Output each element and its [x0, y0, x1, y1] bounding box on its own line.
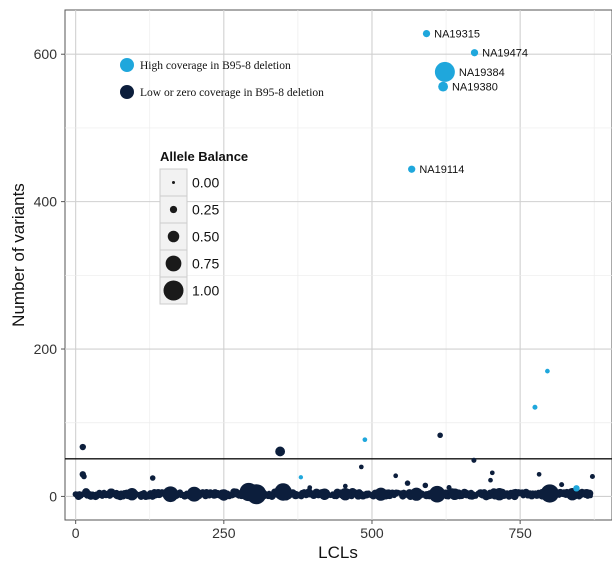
size-legend-label: 0.50 — [192, 229, 219, 245]
data-point — [246, 484, 267, 505]
data-point — [186, 486, 202, 502]
legend-low-swatch — [120, 85, 134, 99]
point-label: NA19114 — [419, 164, 464, 176]
x-tick-label: 750 — [508, 525, 532, 541]
data-point — [422, 29, 431, 38]
size-legend-title: Allele Balance — [160, 149, 248, 164]
data-point — [125, 488, 139, 501]
size-legend-label: 0.75 — [192, 256, 219, 272]
x-tick-label: 500 — [360, 525, 384, 541]
data-point — [422, 482, 429, 489]
data-point — [434, 61, 455, 82]
baseline-point — [588, 493, 593, 499]
size-legend-dot — [165, 255, 182, 272]
data-point — [437, 432, 443, 439]
data-point — [298, 475, 304, 480]
size-legend-label: 0.00 — [192, 175, 219, 191]
data-points — [79, 29, 595, 505]
data-point — [446, 485, 452, 491]
data-point — [573, 485, 580, 492]
data-point — [342, 483, 348, 489]
size-legend-dot — [163, 280, 184, 301]
data-point — [438, 81, 448, 92]
data-point — [362, 437, 368, 443]
data-point — [275, 446, 286, 457]
size-legend-dot — [169, 205, 178, 214]
x-tick-label: 0 — [72, 525, 80, 541]
data-point — [358, 464, 364, 470]
data-point — [307, 485, 313, 490]
data-point — [493, 488, 506, 501]
size-legend-key — [159, 168, 188, 197]
size-legend-dot — [167, 230, 180, 243]
data-point — [409, 487, 424, 501]
size-legend-label: 0.25 — [192, 202, 219, 218]
panel-background — [64, 9, 612, 521]
data-point — [559, 482, 565, 488]
data-point — [162, 486, 179, 503]
y-tick-label: 0 — [49, 488, 57, 504]
point-label: NA19380 — [452, 82, 498, 94]
x-tick-label: 250 — [212, 525, 236, 541]
allele-balance-legend: Allele Balance 0.00 0.25 0.50 0.75 1.00 — [159, 149, 248, 305]
data-point — [81, 473, 87, 480]
data-point — [540, 484, 559, 503]
color-legend: High coverage in B95-8 deletion Low or z… — [120, 58, 324, 99]
y-axis-ticks: 0 200 400 600 — [34, 46, 65, 504]
size-legend-dot — [172, 181, 175, 184]
data-point — [149, 475, 156, 481]
point-label: NA19384 — [459, 67, 505, 79]
y-tick-label: 200 — [34, 341, 58, 357]
data-point — [589, 473, 595, 480]
data-point — [489, 470, 495, 476]
data-point — [536, 471, 542, 477]
point-label: NA19315 — [434, 29, 480, 41]
data-point — [318, 488, 331, 500]
data-point — [545, 368, 550, 374]
x-axis-label: LCLs — [318, 543, 358, 562]
data-point — [339, 488, 352, 501]
point-label: NA19474 — [482, 48, 528, 60]
data-point — [374, 487, 388, 501]
data-point — [393, 473, 399, 479]
data-point — [408, 165, 416, 173]
size-legend-label: 1.00 — [192, 283, 219, 299]
data-point — [532, 404, 538, 410]
x-axis-ticks: 0 250 500 750 — [72, 520, 532, 541]
legend-high-swatch — [120, 58, 134, 72]
data-point — [218, 489, 230, 501]
data-point — [404, 480, 411, 486]
data-point — [428, 485, 446, 503]
data-point — [471, 457, 477, 463]
data-point — [449, 488, 461, 500]
data-point — [488, 477, 493, 483]
legend-low-label: Low or zero coverage in B95-8 deletion — [140, 87, 324, 99]
y-axis-label: Number of variants — [9, 183, 28, 327]
data-point — [274, 483, 292, 501]
y-tick-label: 400 — [34, 194, 58, 210]
data-point — [79, 443, 86, 451]
legend-high-label: High coverage in B95-8 deletion — [140, 60, 291, 72]
baseline-point — [473, 493, 479, 499]
data-point — [470, 49, 479, 57]
y-tick-label: 600 — [34, 46, 58, 62]
